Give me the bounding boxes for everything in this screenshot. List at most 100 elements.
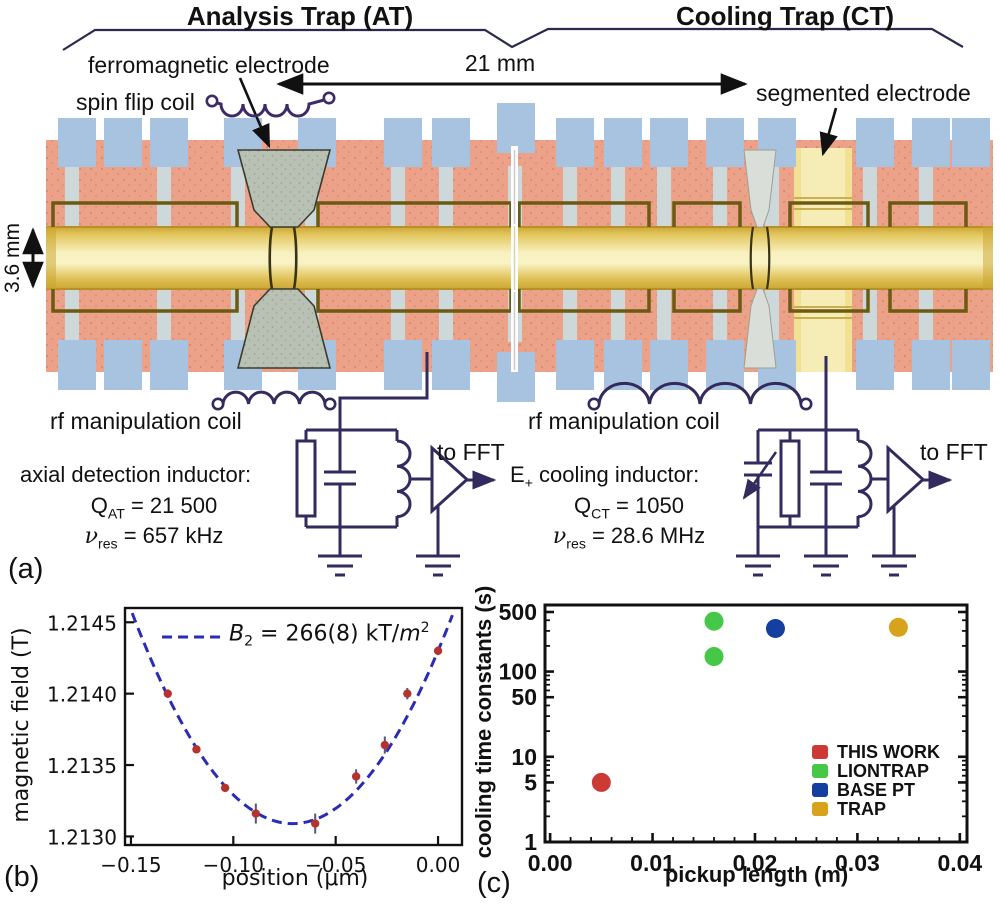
electrode-slot — [888, 289, 968, 313]
c-x-axis-label: pickup length (m) — [664, 862, 849, 887]
legend-item-this-work: THIS WORK — [812, 742, 940, 762]
data-point — [351, 772, 361, 781]
fit-legend-label: B2 = 266(8) kT/m2 — [229, 620, 430, 650]
legend-swatch — [812, 764, 828, 778]
connector-square — [150, 118, 188, 167]
segmented-electrode-label: segmented electrode — [756, 80, 971, 106]
nu-res-at-value: νres = 657 kHz — [84, 523, 224, 552]
data-point-liontrap — [704, 611, 724, 631]
connector-square — [650, 118, 688, 167]
trap-pin — [563, 166, 577, 228]
inductor — [856, 430, 873, 527]
data-point — [192, 745, 201, 754]
plot-box — [123, 606, 464, 847]
y-tick-label: 5 — [524, 769, 537, 795]
variable-capacitor — [744, 430, 772, 527]
y-tick-label: 500 — [499, 599, 537, 625]
data-point — [163, 689, 172, 698]
data-point-base-pt — [765, 619, 785, 639]
capacitor — [324, 470, 356, 486]
electrode-slot — [788, 289, 870, 313]
panel-c-label: (c) — [477, 867, 511, 899]
connector-square — [706, 118, 744, 167]
amplifier — [886, 444, 926, 515]
ground — [872, 506, 916, 577]
electrode-slot — [672, 201, 742, 227]
cooling-trap-title: Cooling Trap (CT) — [675, 1, 895, 31]
panel-a-label: (a) — [8, 553, 44, 585]
connector-square — [432, 340, 470, 390]
connector-square — [604, 118, 642, 167]
x-tick-label: 0.01 — [630, 850, 675, 876]
at-tube-pinch — [268, 226, 274, 290]
x-tick-label: 0.03 — [835, 850, 880, 876]
data-point — [311, 819, 320, 828]
x-tick-label: −0.15 — [100, 853, 161, 877]
connector-square — [856, 340, 894, 390]
connector-square — [912, 118, 950, 167]
x-tick-label: 0.04 — [937, 850, 982, 876]
cooling-circuit — [736, 356, 953, 577]
ground — [804, 484, 848, 577]
trap-pin — [713, 166, 727, 228]
y-tick-label: 100 — [499, 659, 537, 685]
connector-square — [650, 340, 688, 390]
trap-pin — [919, 289, 933, 342]
data-point-this-work — [591, 772, 611, 792]
trap-pin — [231, 289, 245, 342]
b-x-axis-label: position (μm) — [221, 866, 369, 891]
connector-square — [58, 118, 96, 167]
trap-connectors — [58, 103, 990, 402]
legend-item-trap: TRAP — [812, 799, 940, 819]
electrode-slot — [517, 289, 651, 313]
rf-coil-left-symbol — [211, 390, 337, 411]
rf-coil-left-label: rf manipulation coil — [50, 408, 242, 434]
ferromagnetic-electrode — [236, 149, 332, 369]
y-tick-label: 1 — [524, 829, 537, 855]
connector-square — [104, 118, 142, 167]
data-point — [251, 809, 261, 818]
x-tick-label: −0.05 — [305, 853, 366, 877]
diameter-36mm-label: 3.6 mm — [1, 223, 24, 294]
y-tick-label: 10 — [511, 744, 537, 770]
c-y-axis-label: cooling time constants (s) — [471, 585, 496, 859]
axial-detection-title: axial detection inductor: — [20, 462, 252, 487]
y-tick-label: 50 — [511, 684, 537, 710]
x-tick-label: −0.10 — [203, 853, 264, 877]
x-tick-label: 0.00 — [528, 850, 573, 876]
connector-square — [58, 340, 96, 390]
connector-square — [706, 340, 744, 390]
trap-pin — [65, 166, 79, 228]
connector-square — [384, 118, 422, 167]
x-tick-label: 0.02 — [733, 850, 778, 876]
ground — [736, 527, 780, 577]
axial-detection-circuit — [295, 352, 497, 577]
cooling-inductor-title: E+ cooling inductor: — [510, 462, 700, 491]
resistor — [295, 439, 317, 518]
trap-pin — [863, 166, 877, 228]
x-tick-label: 0.00 — [416, 853, 461, 877]
panel-b-label: (b) — [4, 861, 40, 893]
y-tick-label: 1.2135 — [47, 754, 117, 778]
connector-square — [952, 340, 990, 390]
distance-21mm-label: 21 mm — [464, 50, 536, 76]
nu-res-ct-value: νres = 28.6 MHz — [552, 523, 706, 552]
electrode-slot — [672, 289, 742, 313]
q-at-value: QAT = 21 500 — [90, 493, 218, 522]
spin-flip-coil-label: spin flip coil — [76, 89, 195, 115]
electrode-slot — [788, 201, 870, 227]
trap-pin — [157, 289, 171, 342]
rf-coil-right-label: rf manipulation coil — [528, 408, 720, 434]
electrode-tube — [46, 226, 993, 290]
trap-apparatus-diagram — [22, 27, 993, 577]
trap-pin — [391, 289, 405, 342]
to-fft-left-label: to FFT — [437, 439, 505, 465]
trap-pin — [157, 166, 171, 228]
segmented-arrow — [819, 107, 838, 157]
trap-pin — [65, 289, 79, 342]
ct-tube-pinch — [749, 226, 755, 290]
trap-region-brace — [62, 27, 964, 51]
connector-square — [384, 340, 422, 390]
